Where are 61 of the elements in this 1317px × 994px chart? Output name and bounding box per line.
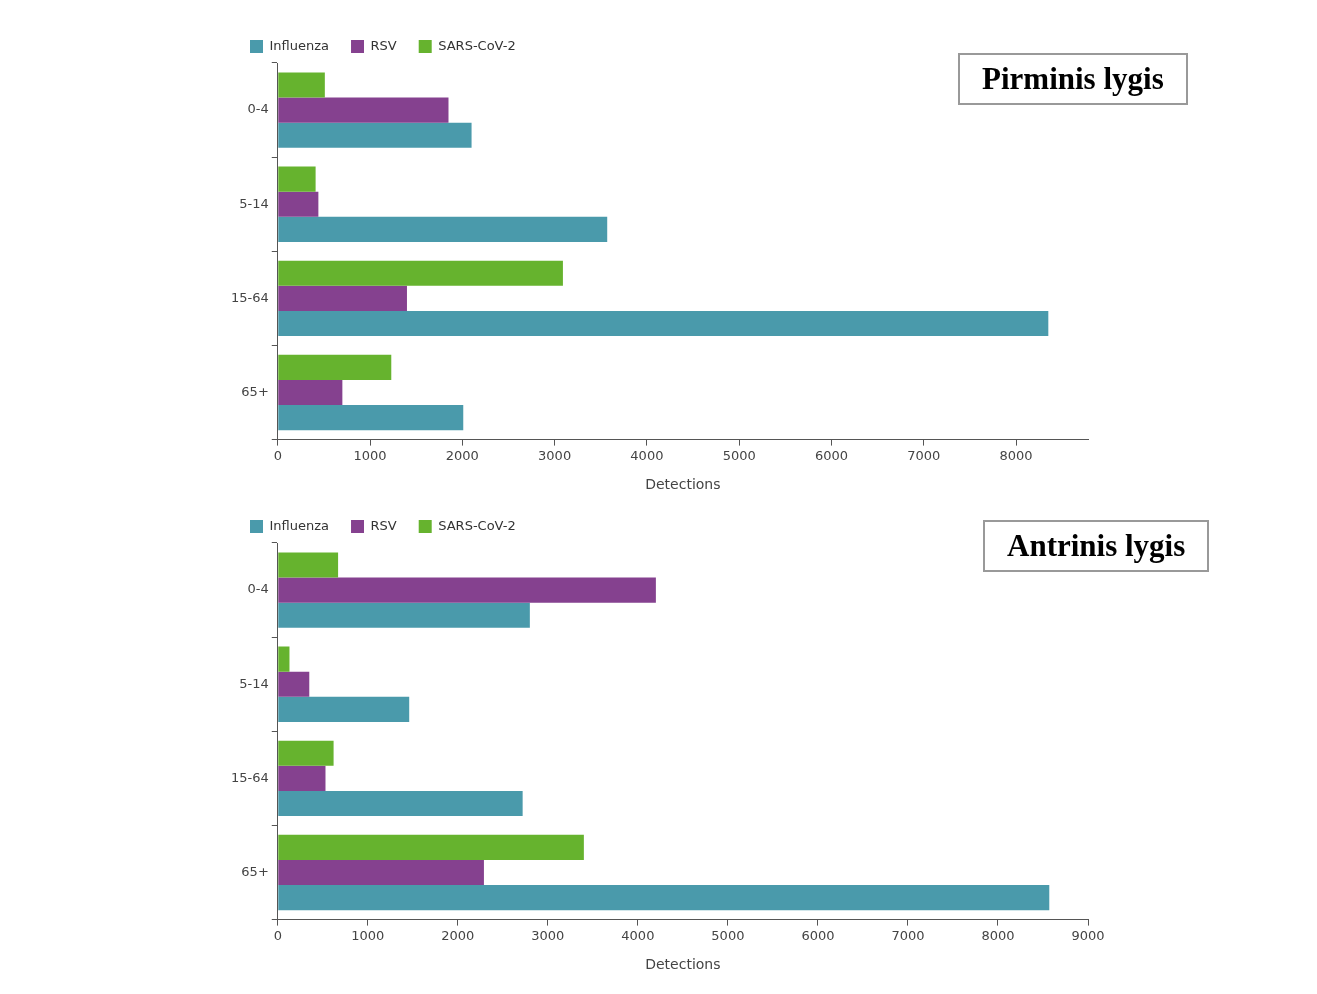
bar xyxy=(278,379,343,406)
bar xyxy=(278,354,392,380)
bar xyxy=(278,765,326,791)
legend-label: SARS-CoV-2 xyxy=(438,37,516,53)
bar xyxy=(278,72,325,98)
bar xyxy=(278,577,656,603)
bar xyxy=(278,216,608,242)
x-tick-label: 6000 xyxy=(814,447,849,463)
chart-title: Pirminis lygis xyxy=(958,53,1188,105)
x-tick-label: 4000 xyxy=(630,447,664,463)
bar xyxy=(278,790,523,817)
x-tick-label: 9000 xyxy=(1071,927,1105,943)
legend-label: SARS-CoV-2 xyxy=(438,517,516,533)
x-tick-label: 7000 xyxy=(891,927,925,943)
bar xyxy=(278,191,319,217)
x-tick-label: 0 xyxy=(273,447,282,463)
x-tick-label: 7000 xyxy=(907,447,941,463)
x-tick-label: 0 xyxy=(273,927,282,943)
chart-title: Antrinis lygis xyxy=(983,520,1210,572)
legend-label: Influenza xyxy=(269,37,330,53)
legend-label: RSV xyxy=(370,517,397,533)
x-tick-label: 2000 xyxy=(441,927,475,943)
bar xyxy=(278,552,339,578)
bar xyxy=(278,310,1049,337)
bar xyxy=(278,885,1050,911)
y-tick-label: 15-64 xyxy=(230,289,269,305)
y-tick-label: 15-64 xyxy=(230,769,269,785)
y-tick-label: 0-4 xyxy=(247,581,269,597)
bar xyxy=(278,166,316,192)
x-tick-label: 8000 xyxy=(981,927,1015,943)
legend-label: Influenza xyxy=(269,517,330,533)
x-tick-label: 1000 xyxy=(351,927,385,943)
x-tick-label: 8000 xyxy=(999,447,1033,463)
x-tick-label: 3000 xyxy=(538,447,572,463)
bar xyxy=(278,260,563,286)
bar xyxy=(278,122,472,148)
y-tick-label: 65+ xyxy=(241,383,269,399)
legend-label: RSV xyxy=(370,37,397,53)
bar xyxy=(278,602,530,628)
x-tick-label: 3000 xyxy=(531,927,565,943)
bar xyxy=(278,97,449,123)
y-tick-label: 5-14 xyxy=(239,675,269,691)
x-axis-title: Detections xyxy=(645,476,721,493)
x-tick-label: 1000 xyxy=(353,447,387,463)
bar xyxy=(278,405,464,431)
x-tick-label: 5000 xyxy=(722,447,756,463)
x-axis-title: Detections xyxy=(645,956,721,973)
bar xyxy=(278,285,407,311)
bar xyxy=(278,671,310,697)
bar xyxy=(278,859,484,886)
x-tick-label: 6000 xyxy=(801,927,835,943)
bar xyxy=(278,646,290,672)
y-tick-label: 5-14 xyxy=(239,195,269,211)
y-tick-label: 65+ xyxy=(241,863,269,879)
bar xyxy=(278,740,334,766)
bar xyxy=(278,834,584,860)
x-tick-label: 2000 xyxy=(445,447,479,463)
y-tick-label: 0-4 xyxy=(247,101,269,117)
bar xyxy=(278,696,410,722)
x-tick-label: 5000 xyxy=(711,927,745,943)
x-tick-label: 4000 xyxy=(621,927,655,943)
